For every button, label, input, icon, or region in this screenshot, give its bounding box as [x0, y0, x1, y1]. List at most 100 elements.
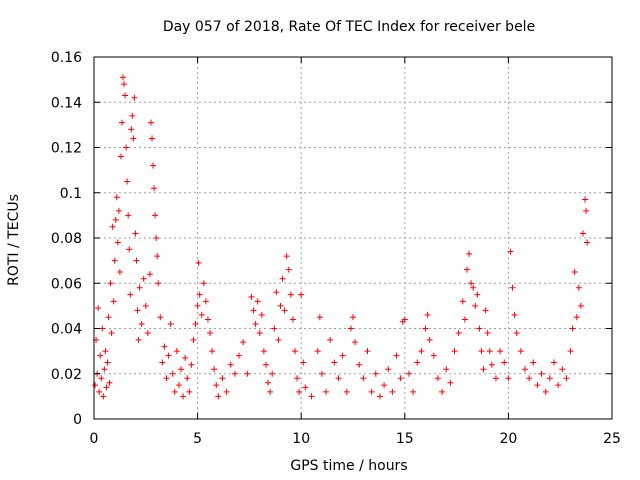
y-tick-label: 0.04: [51, 322, 82, 338]
data-point: [112, 216, 119, 223]
data-point: [451, 348, 458, 355]
data-point: [109, 223, 116, 230]
data-point: [215, 393, 222, 400]
data-point: [285, 266, 292, 273]
data-point: [486, 348, 493, 355]
data-point: [559, 366, 566, 373]
data-point: [530, 359, 537, 366]
data-point: [582, 196, 589, 203]
data-point: [144, 330, 151, 337]
data-point: [175, 382, 182, 389]
data-point: [410, 388, 417, 395]
data-point: [567, 348, 574, 355]
data-point: [521, 366, 528, 373]
data-point: [517, 348, 524, 355]
data-point: [161, 343, 168, 350]
data-point: [287, 291, 294, 298]
data-point: [190, 336, 197, 343]
data-point: [194, 302, 201, 309]
data-point: [294, 375, 301, 382]
data-point: [393, 352, 400, 359]
data-point: [538, 370, 545, 377]
data-point: [196, 291, 203, 298]
data-point: [335, 375, 342, 382]
data-point: [418, 348, 425, 355]
data-point: [571, 268, 578, 275]
data-point: [422, 325, 429, 332]
data-point: [505, 375, 512, 382]
data-point: [327, 336, 334, 343]
data-point: [150, 162, 157, 169]
data-point: [127, 291, 134, 298]
data-point: [152, 212, 159, 219]
data-point: [577, 302, 584, 309]
data-point: [569, 325, 576, 332]
data-point: [165, 352, 172, 359]
data-point: [316, 314, 323, 321]
x-tick-label: 15: [396, 431, 414, 447]
x-tick-label: 25: [603, 431, 621, 447]
data-point: [111, 257, 118, 264]
data-point: [318, 370, 325, 377]
y-tick-label: 0.08: [51, 231, 82, 247]
data-point: [542, 388, 549, 395]
data-point: [138, 320, 145, 327]
data-point: [455, 330, 462, 337]
data-point: [117, 153, 124, 160]
data-point: [584, 239, 591, 246]
data-point: [430, 352, 437, 359]
data-point: [195, 259, 202, 266]
data-point: [211, 366, 218, 373]
y-tick-label: 0.02: [51, 367, 82, 383]
y-axis-title: ROTI / TECUs: [6, 194, 22, 286]
data-point: [501, 359, 508, 366]
data-point: [102, 348, 109, 355]
data-point: [526, 375, 533, 382]
data-point: [159, 359, 166, 366]
data-point: [368, 388, 375, 395]
data-point: [372, 370, 379, 377]
data-point: [252, 320, 259, 327]
data-point: [154, 253, 161, 260]
data-point: [474, 291, 481, 298]
data-point: [575, 284, 582, 291]
data-point: [343, 388, 350, 395]
data-point: [171, 388, 178, 395]
data-point: [476, 325, 483, 332]
data-point: [142, 302, 149, 309]
data-point: [277, 302, 284, 309]
data-point: [107, 280, 114, 287]
data-points: [92, 74, 591, 400]
data-point: [116, 268, 123, 275]
data-point: [118, 119, 125, 126]
data-point: [133, 257, 140, 264]
data-point: [360, 375, 367, 382]
data-point: [256, 330, 263, 337]
data-point: [546, 375, 553, 382]
data-point: [511, 311, 518, 318]
data-point: [114, 239, 121, 246]
y-tick-label: 0.16: [51, 50, 82, 66]
data-point: [461, 316, 468, 323]
data-point: [202, 298, 209, 305]
data-point: [279, 275, 286, 282]
data-point: [356, 361, 363, 368]
data-point: [182, 354, 189, 361]
data-point: [157, 314, 164, 321]
x-tick-label: 0: [90, 431, 99, 447]
data-point: [466, 250, 473, 257]
data-point: [223, 388, 230, 395]
data-point: [209, 348, 216, 355]
data-point: [260, 348, 267, 355]
data-point: [267, 388, 274, 395]
data-point: [376, 393, 383, 400]
data-point: [213, 382, 220, 389]
tick-labels: 0 0.02 0.04 0.06 0.08 0.1 0.12 0.14 0.16 0 5 10 15 20…: [51, 50, 621, 447]
data-point: [219, 375, 226, 382]
data-point: [492, 375, 499, 382]
data-point: [178, 366, 185, 373]
data-point: [583, 207, 590, 214]
data-point: [97, 352, 104, 359]
